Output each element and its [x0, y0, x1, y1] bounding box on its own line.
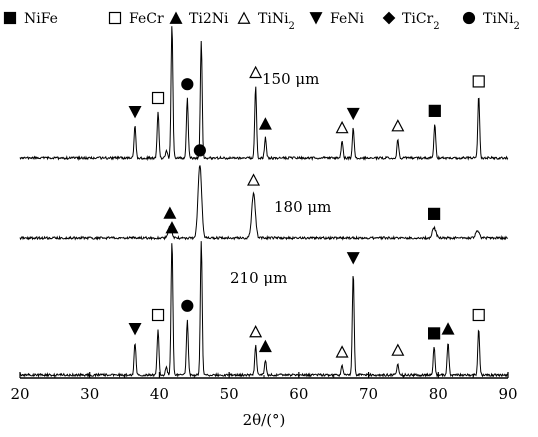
- x-axis: 20 30 40 50 60 70 80 90 2θ/(°): [10, 372, 518, 429]
- peak-marker-triangle-up-open: [249, 325, 263, 338]
- series-label: 180 μm: [274, 198, 331, 216]
- peak-marker-square-filled: [428, 104, 441, 117]
- legend-marker-square-open: [108, 11, 122, 25]
- peak-marker-triangle-up-filled: [441, 322, 455, 335]
- x-tick-label: 70: [359, 385, 378, 403]
- legend: NiFe FeCr Ti2Ni TiNi2 FeNi TiCr2 TiNi2: [3, 11, 520, 32]
- legend-marker-triangle-up-filled: [169, 11, 183, 24]
- peak-marker-triangle-up-filled: [258, 339, 272, 353]
- x-axis-label: 2θ/(°): [243, 411, 286, 429]
- peak-marker-square-filled: [428, 327, 441, 340]
- peak-marker-triangle-up-filled: [258, 117, 272, 130]
- peak-marker-triangle-up-filled: [165, 221, 179, 234]
- peak-marker-circle-filled: [181, 78, 194, 91]
- legend-label: NiFe: [24, 11, 58, 27]
- x-tick-label: 40: [150, 385, 169, 403]
- trace-line: [19, 26, 509, 162]
- peak-marker-triangle-up-open: [335, 120, 349, 134]
- legend-marker-square-filled: [3, 11, 17, 25]
- x-tick-label: 80: [429, 385, 448, 403]
- peak-marker-triangle-up-open: [247, 173, 261, 186]
- peak-marker-triangle-up-open: [249, 65, 263, 79]
- peak-marker-triangle-up-open: [335, 345, 349, 358]
- legend-label: TiCr2: [402, 11, 440, 32]
- peak-marker-triangle-down-filled: [128, 322, 142, 336]
- series-label: 210 μm: [230, 269, 287, 287]
- peak-marker-triangle-down-filled: [128, 105, 142, 119]
- series-label: 150 μm: [262, 70, 319, 88]
- phase-markers: [128, 65, 485, 358]
- peak-marker-triangle-up-open: [391, 343, 405, 356]
- legend-marker-triangle-down-filled: [309, 12, 323, 25]
- xrd-traces: [19, 26, 509, 379]
- peak-marker-triangle-down-filled: [346, 107, 360, 121]
- trace-line: [19, 241, 508, 379]
- peak-marker-square-open: [472, 308, 485, 322]
- x-tick-label: 50: [220, 385, 239, 403]
- peak-marker-square-filled: [428, 207, 441, 220]
- legend-marker-triangle-up-open: [237, 11, 251, 24]
- peak-marker-square-open: [472, 75, 485, 88]
- legend-label: TiNi2: [258, 11, 295, 32]
- peak-marker-triangle-down-filled: [346, 252, 360, 265]
- trace-line: [19, 165, 509, 241]
- peak-marker-circle-filled: [193, 144, 206, 157]
- x-tick-label: 20: [10, 385, 29, 403]
- x-tick-label: 90: [498, 385, 517, 403]
- peak-marker-triangle-up-filled: [163, 206, 177, 219]
- peak-marker-circle-filled: [181, 299, 194, 312]
- peak-marker-triangle-up-open: [391, 119, 405, 132]
- legend-label: FeCr: [129, 11, 164, 27]
- legend-label: Ti2Ni: [189, 11, 229, 27]
- series-labels: 150 μm 180 μm 210 μm: [230, 70, 331, 287]
- peak-marker-square-open: [151, 91, 165, 105]
- x-tick-label: 60: [289, 385, 308, 403]
- x-tick-label: 30: [80, 385, 99, 403]
- peak-marker-square-open: [151, 308, 165, 322]
- legend-label: TiNi2: [483, 11, 520, 32]
- legend-marker-circle-filled: [462, 11, 476, 25]
- legend-label: FeNi: [330, 11, 364, 27]
- legend-marker-diamond-filled: [382, 11, 396, 25]
